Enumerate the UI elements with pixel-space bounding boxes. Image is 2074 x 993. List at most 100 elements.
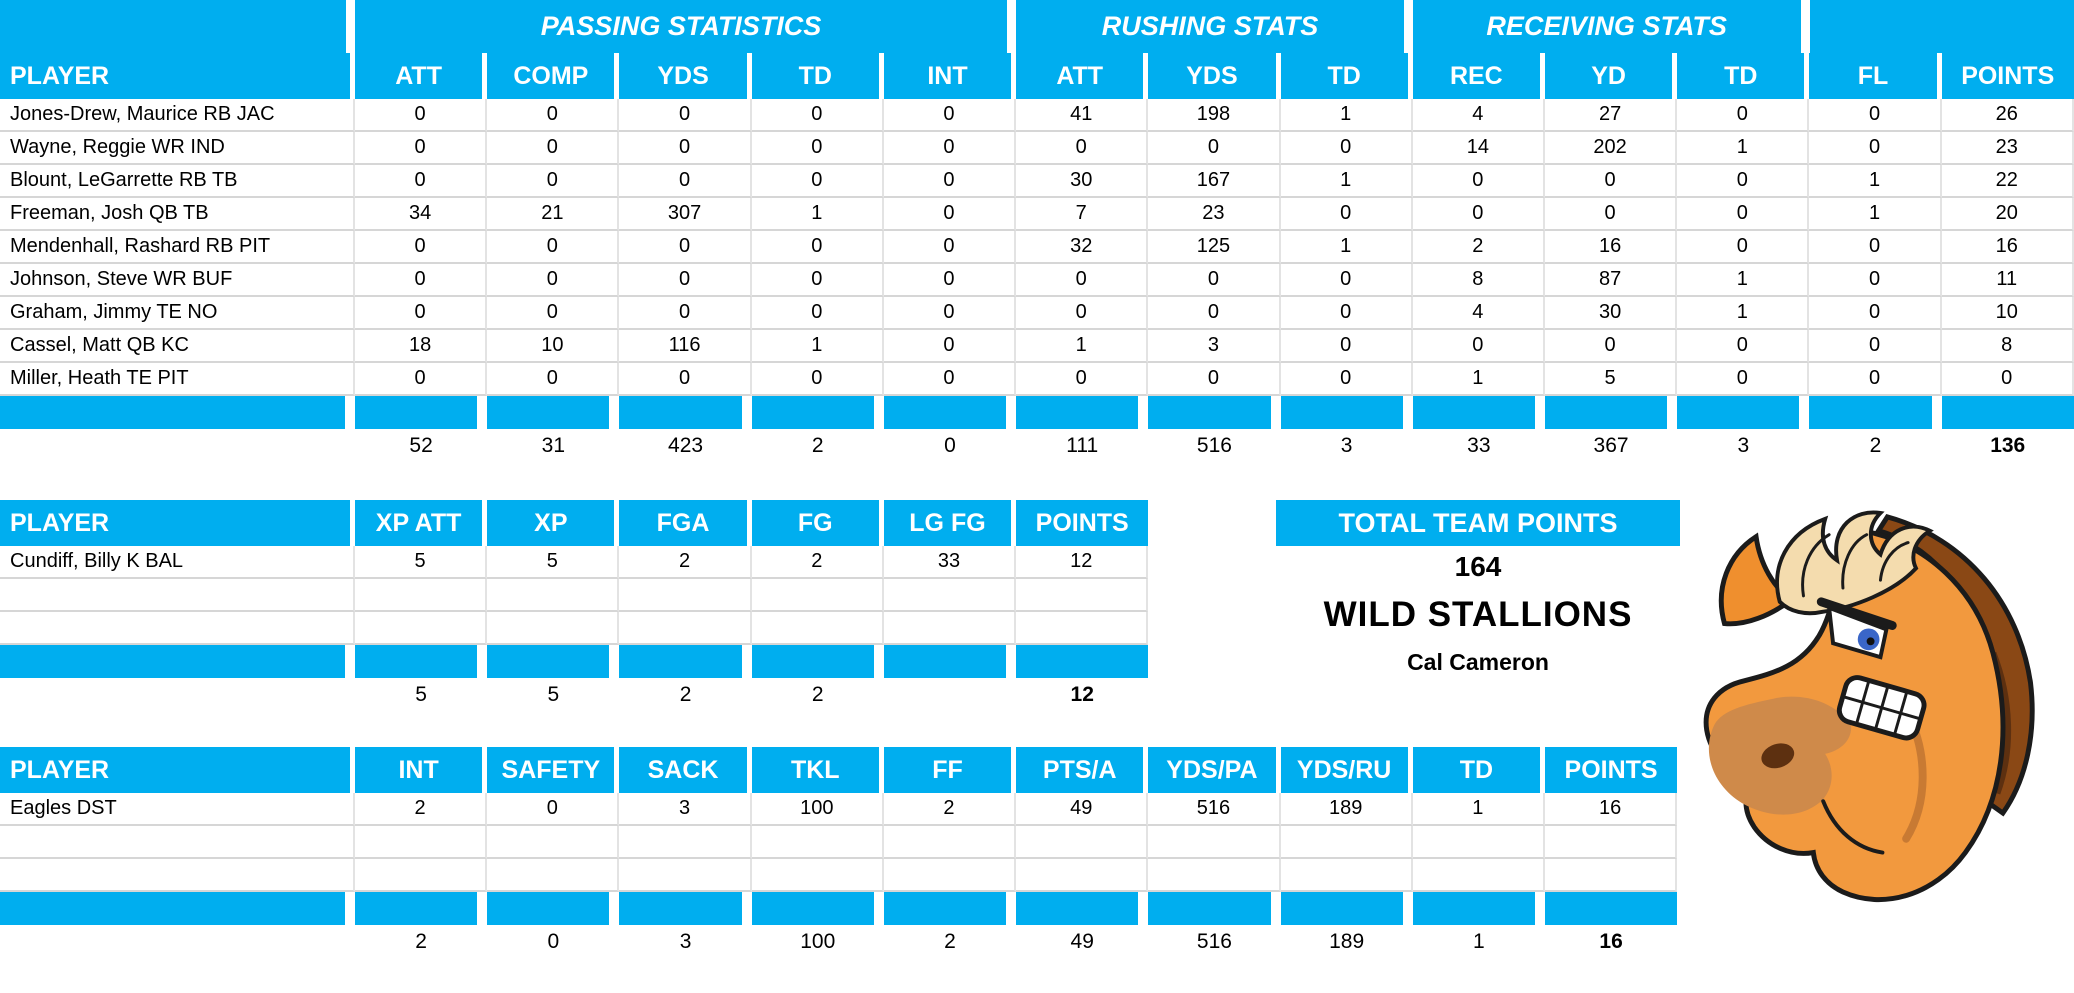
blue-spacer-cell — [0, 645, 355, 678]
table-row — [0, 859, 1678, 892]
stat-value-cell: 0 — [1809, 99, 1942, 132]
offense-stats-table: PASSING STATISTICS RUSHING STATS RECEIVING… — [0, 0, 2074, 462]
stat-value-cell: 116 — [619, 330, 752, 363]
total-value-cell: 12 — [1016, 678, 1149, 711]
column-header-cell: YDS/RU — [1280, 747, 1413, 793]
stat-value-cell: 0 — [1677, 363, 1810, 396]
stat-value-cell: 0 — [883, 165, 1017, 198]
stat-value-cell: 12 — [1016, 546, 1149, 579]
stat-value-cell: 0 — [1544, 330, 1678, 363]
stat-value-cell: 0 — [1677, 198, 1810, 231]
table-row: Mendenhall, Rashard RB PIT 0 0 0 0 0 32 125 1 2 16… — [0, 231, 2074, 264]
total-value-cell: 516 — [1148, 925, 1281, 958]
blue-spacer-cell — [1544, 892, 1678, 925]
blue-spacer-row — [0, 892, 1678, 925]
stat-value-cell: 5 — [1544, 363, 1678, 396]
blue-spacer-cell — [487, 892, 620, 925]
group-header-cell — [1809, 0, 2074, 53]
total-value-cell: 3 — [1677, 429, 1810, 462]
blue-spacer-cell — [0, 892, 355, 925]
stat-value-cell — [1016, 612, 1149, 645]
total-value-cell: 516 — [1148, 429, 1281, 462]
stat-value-cell: 0 — [1016, 264, 1149, 297]
table-row: Johnson, Steve WR BUF 0 0 0 0 0 0 0 0 8 87 1 0 11 — [0, 264, 2074, 297]
column-header-cell: TKL — [751, 747, 884, 793]
player-name-cell: Wayne, Reggie WR IND — [0, 132, 355, 165]
column-header-cell: SAFETY — [487, 747, 620, 793]
stat-value-cell: 18 — [355, 330, 488, 363]
total-value-cell: 111 — [1016, 429, 1149, 462]
team-owner-name: Cal Cameron — [1407, 649, 1549, 675]
stat-value-cell: 1 — [1677, 264, 1810, 297]
column-header-cell: PLAYER — [0, 53, 355, 99]
blue-spacer-cell — [1677, 396, 1810, 429]
stat-value-cell — [883, 579, 1017, 612]
stat-value-cell: 100 — [751, 793, 884, 826]
player-name-cell: Eagles DST — [0, 793, 355, 826]
blue-spacer-cell — [355, 892, 488, 925]
blue-spacer-cell — [751, 645, 884, 678]
player-name-cell: Cassel, Matt QB KC — [0, 330, 355, 363]
column-header-cell: COMP — [487, 53, 620, 99]
column-header-cell: PLAYER — [0, 747, 355, 793]
stat-value-cell: 16 — [1544, 231, 1678, 264]
stat-value-cell: 0 — [1941, 363, 2074, 396]
stat-value-cell: 8 — [1941, 330, 2074, 363]
player-name-cell: Mendenhall, Rashard RB PIT — [0, 231, 355, 264]
blue-spacer-row — [0, 645, 1149, 678]
stat-value-cell: 0 — [619, 165, 752, 198]
blue-spacer-cell — [751, 892, 884, 925]
total-value-cell: 33 — [1412, 429, 1545, 462]
column-header-cell: REC — [1412, 53, 1545, 99]
stat-value-cell: 0 — [1809, 231, 1942, 264]
stat-value-cell: 0 — [1280, 198, 1413, 231]
column-header-cell: FG — [751, 500, 884, 546]
stat-value-cell: 0 — [355, 363, 488, 396]
stat-value-cell: 0 — [1016, 297, 1149, 330]
stat-value-cell: 1 — [1412, 793, 1545, 826]
stat-value-cell: 0 — [1412, 198, 1545, 231]
stat-value-cell: 0 — [1809, 264, 1942, 297]
stat-value-cell — [751, 579, 884, 612]
total-value-cell: 136 — [1941, 429, 2074, 462]
stat-value-cell: 125 — [1148, 231, 1281, 264]
total-value-cell — [0, 678, 355, 711]
stat-value-cell: 0 — [619, 231, 752, 264]
total-value-cell: 189 — [1280, 925, 1413, 958]
stat-value-cell: 0 — [1016, 132, 1149, 165]
stat-value-cell — [355, 826, 488, 859]
stat-value-cell: 0 — [751, 297, 884, 330]
stat-value-cell: 0 — [1280, 297, 1413, 330]
stat-value-cell: 49 — [1016, 793, 1149, 826]
total-value-cell: 367 — [1544, 429, 1678, 462]
blue-spacer-cell — [1412, 892, 1545, 925]
stat-value-cell — [1016, 579, 1149, 612]
stat-value-cell: 0 — [1148, 297, 1281, 330]
stat-value-cell — [487, 826, 620, 859]
total-value-cell: 3 — [1280, 429, 1413, 462]
stat-value-cell: 1 — [1809, 198, 1942, 231]
blue-spacer-cell — [1148, 892, 1281, 925]
stat-value-cell — [1280, 859, 1413, 892]
stat-value-cell: 1 — [1677, 297, 1810, 330]
stat-value-cell: 5 — [487, 546, 620, 579]
total-value-cell: 2 — [619, 678, 752, 711]
stat-value-cell: 0 — [751, 231, 884, 264]
player-name-cell — [0, 826, 355, 859]
stat-value-cell: 0 — [1809, 132, 1942, 165]
blue-spacer-cell — [1412, 396, 1545, 429]
table-row: Cassel, Matt QB KC 18 10 116 1 0 1 3 0 0 0 0 0 8 — [0, 330, 2074, 363]
total-value-cell: 31 — [487, 429, 620, 462]
stat-value-cell — [1016, 859, 1149, 892]
column-header-cell: SACK — [619, 747, 752, 793]
dst-stats-table: PLAYER INT SAFETY SACK TKL FF PTS/A YDS/PA YDS/R… — [0, 747, 1678, 958]
stat-value-cell: 11 — [1941, 264, 2074, 297]
stat-value-cell: 0 — [487, 165, 620, 198]
stat-value-cell: 2 — [883, 793, 1017, 826]
stat-value-cell: 0 — [355, 165, 488, 198]
stat-value-cell — [751, 826, 884, 859]
stat-value-cell: 0 — [1412, 165, 1545, 198]
stat-value-cell: 1 — [1016, 330, 1149, 363]
stat-value-cell — [1412, 859, 1545, 892]
blue-spacer-cell — [355, 645, 488, 678]
